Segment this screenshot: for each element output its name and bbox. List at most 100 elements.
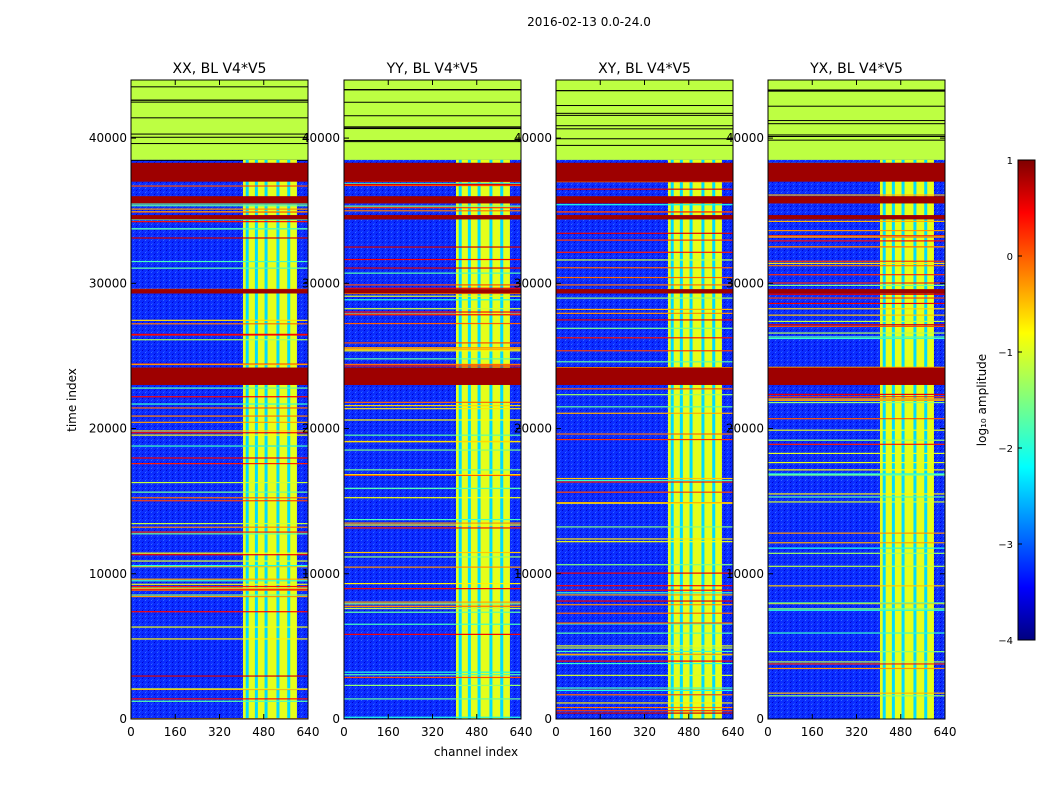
rfi-row: [556, 388, 733, 390]
rfi-row: [344, 556, 521, 558]
rfi-row: [131, 218, 308, 221]
rfi-row: [344, 469, 521, 471]
rfi-row: [344, 522, 521, 524]
x-tick-label: 640: [510, 725, 533, 739]
colorbar: 1 0 −1 −2 −3 −4 log₁₀ amplitude: [975, 156, 1036, 647]
flag-line: [344, 127, 521, 129]
rfi-row: [768, 609, 945, 611]
rfi-row: [556, 592, 733, 594]
rfi-row: [768, 585, 945, 587]
rfi-row: [344, 524, 521, 526]
rfi-row: [556, 622, 733, 624]
rfi-row: [131, 457, 308, 459]
rfi-row: [556, 251, 733, 253]
flag-line: [556, 114, 733, 116]
rfi-row: [344, 287, 521, 289]
rfi-row: [131, 434, 308, 436]
colorbar-ticks: 1 0 −1 −2 −3 −4: [998, 156, 1022, 647]
rfi-row: [768, 325, 945, 327]
y-tick-label: 40000: [89, 131, 127, 145]
flag-line: [344, 126, 521, 128]
flag-line: [344, 128, 521, 130]
flag-line: [768, 120, 945, 122]
figure-suptitle: 2016-02-13 0.0-24.0: [527, 15, 651, 29]
rfi-row: [131, 611, 308, 613]
rfi-row: [768, 235, 945, 238]
rfi-row: [131, 700, 308, 702]
colorbar-tick-label: −4: [998, 636, 1013, 647]
rfi-row: [131, 363, 308, 366]
rfi-row: [556, 706, 733, 709]
y-tick-label: 20000: [514, 422, 552, 436]
flag-line: [556, 128, 733, 130]
colorbar-label: log₁₀ amplitude: [975, 354, 989, 446]
band-gap: [500, 159, 504, 719]
rfi-row: [131, 203, 308, 205]
rfi-row: [344, 623, 521, 625]
rfi-row: [556, 211, 733, 213]
rfi-row: [131, 432, 308, 434]
rfi-row: [556, 477, 733, 480]
x-tick-label: 480: [465, 725, 488, 739]
rfi-row: [131, 531, 308, 533]
rfi-row: [131, 565, 308, 567]
rfi-row: [344, 676, 521, 679]
rfi-row: [131, 497, 308, 499]
strong-rfi-row: [131, 367, 308, 385]
flag-line: [768, 90, 945, 92]
rfi-row: [768, 547, 945, 549]
band-gap: [287, 159, 291, 719]
rfi-row: [768, 274, 945, 276]
band-gap: [891, 159, 895, 719]
band-gap: [901, 159, 905, 719]
flagged-region: [768, 80, 945, 160]
strong-rfi-row: [344, 162, 521, 182]
strong-rfi-row: [556, 215, 733, 220]
rfi-row: [131, 333, 308, 335]
rfi-row: [344, 363, 521, 366]
rfi-row: [556, 350, 733, 352]
colorbar-tick-label: −3: [998, 540, 1013, 551]
band-gap: [489, 159, 493, 719]
flag-line: [556, 125, 733, 127]
flag-line: [131, 133, 308, 135]
rfi-row: [556, 297, 733, 299]
rfi-row: [768, 695, 945, 697]
rfi-row: [344, 603, 521, 605]
band-gap: [458, 159, 462, 719]
rfi-row: [768, 418, 945, 420]
strong-rfi-row: [768, 215, 945, 220]
y-tick-label: 10000: [514, 567, 552, 581]
rfi-row: [768, 337, 945, 340]
rfi-row: [556, 623, 733, 625]
flag-line: [768, 134, 945, 136]
rfi-row: [768, 608, 945, 610]
x-tick-label: 480: [252, 725, 275, 739]
flag-line: [131, 136, 308, 138]
flag-line: [131, 143, 308, 145]
rfi-row: [768, 473, 945, 475]
strong-rfi-row: [556, 367, 733, 385]
rfi-row: [556, 337, 733, 339]
rfi-row: [344, 292, 521, 295]
x-tick-label: 640: [297, 725, 320, 739]
rfi-row: [131, 421, 308, 423]
rfi-row: [556, 481, 733, 483]
colorbar-gradient: [1017, 159, 1036, 641]
rfi-row: [131, 698, 308, 700]
rfi-row: [344, 311, 521, 313]
rfi-row: [131, 580, 308, 582]
rfi-row: [556, 502, 733, 504]
rfi-row: [768, 308, 945, 310]
rfi-row: [556, 647, 733, 649]
rfi-row: [768, 282, 945, 284]
rfi-row: [131, 403, 308, 405]
rfi-row: [768, 401, 945, 404]
x-tick-label: 320: [208, 725, 231, 739]
rfi-row: [768, 262, 945, 264]
rfi-row: [556, 604, 733, 606]
rfi-row: [131, 445, 308, 447]
panel-2: XY, BL V4*V5 0 160 320 480 640 0 10000 20000 3000…: [514, 61, 745, 739]
rfi-row: [556, 361, 733, 363]
rfi-row: [131, 205, 308, 207]
